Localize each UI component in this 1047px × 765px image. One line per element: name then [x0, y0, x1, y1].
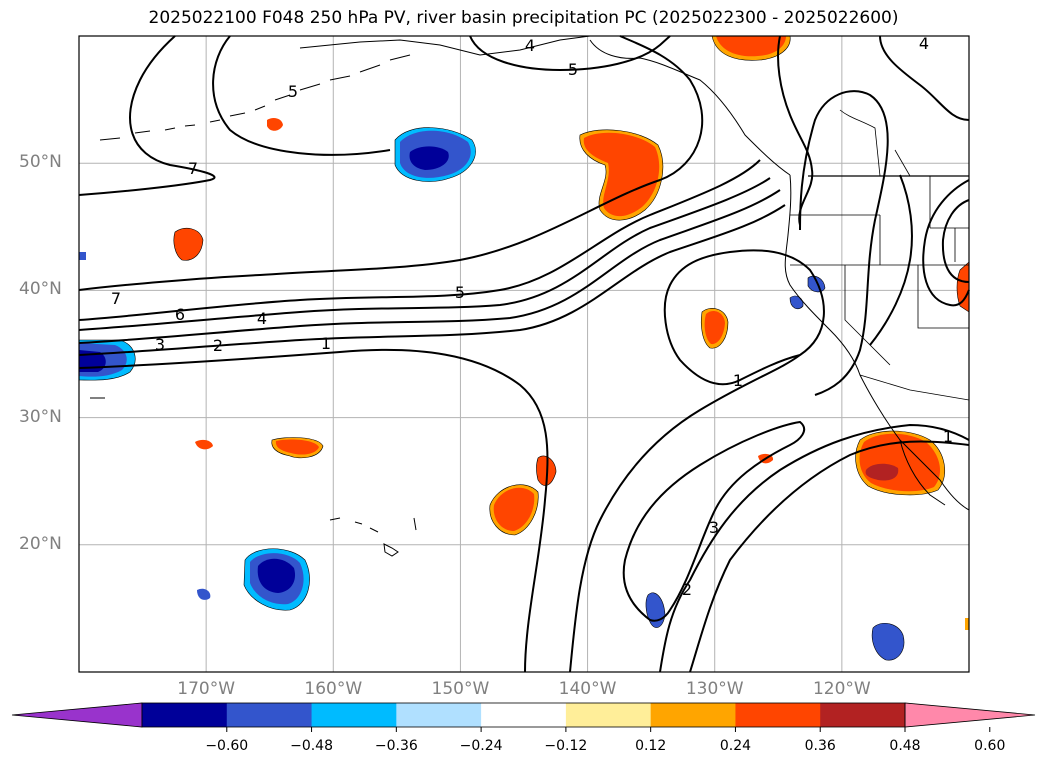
pos-anomaly-east-edge	[956, 261, 970, 313]
contour-label: 4	[257, 309, 267, 328]
colorbar-tick-label: −0.12	[544, 738, 588, 754]
contour-label: 1	[733, 371, 743, 390]
page-title: 2025022100 F048 250 hPa PV, river basin …	[148, 8, 899, 28]
pos-anomaly-west	[173, 227, 204, 261]
lon-tick-label: 160°W	[304, 679, 363, 699]
pv-contours	[78, 35, 970, 673]
colorbar-tick-label: −0.36	[374, 738, 418, 754]
colorbar-segment	[565, 703, 652, 727]
contour-label: 2	[213, 336, 223, 355]
colorbar-extend-high	[904, 702, 1036, 728]
colorbar	[11, 702, 1036, 732]
colorbar-tick-label: 0.36	[804, 738, 836, 754]
contour-label: 5	[288, 82, 298, 101]
colorbar-tick-label: 0.60	[974, 738, 1006, 754]
map-frame	[78, 35, 970, 673]
colorbar-tick-label: 0.24	[719, 738, 752, 754]
coastlines	[90, 35, 970, 557]
lon-tick-label: 120°W	[812, 679, 871, 699]
contour-label: 5	[455, 283, 465, 302]
colorbar-tick-label: 0.12	[635, 738, 667, 754]
colorbar-extend-low	[11, 702, 143, 728]
contour-label: 1	[943, 427, 953, 446]
neg-anomaly-southeast	[871, 622, 905, 661]
colorbar-tick-label: −0.60	[205, 738, 249, 754]
lon-tick-label: 140°W	[558, 679, 617, 699]
colorbar-segment	[311, 703, 397, 727]
lat-tick-label: 40°N	[19, 279, 62, 300]
lon-tick-label: 130°W	[685, 679, 744, 699]
lat-tick-label: 50°N	[19, 152, 62, 173]
colorbar-segment	[226, 703, 313, 727]
contour-label: 5	[568, 60, 578, 79]
contour-label: 2	[682, 580, 692, 599]
contour-label: 1	[321, 334, 331, 353]
contour-label: 7	[188, 159, 198, 178]
contour-labels: 7 6 5 4 3 2 1 5 5 4 4 1 1 3 2 7	[111, 34, 953, 599]
colorbar-segment	[735, 703, 821, 727]
colorbar-segment	[481, 703, 567, 727]
lon-tick-label: 170°W	[177, 679, 236, 699]
contour-label: 3	[155, 335, 165, 354]
colorbar-tick-label: 0.48	[889, 738, 921, 754]
lat-tick-label: 30°N	[19, 406, 62, 427]
colorbar-segment	[396, 703, 482, 727]
colorbar-frame	[141, 702, 906, 728]
contour-label: 7	[111, 289, 121, 308]
colorbar-segment	[650, 703, 736, 727]
contour-label: 4	[919, 34, 929, 53]
contour-label: 6	[175, 305, 185, 324]
contour-label: 4	[525, 36, 535, 55]
lat-tick-label: 20°N	[19, 533, 62, 554]
colorbar-tick-label: −0.24	[459, 738, 503, 754]
contour-label: 3	[709, 518, 719, 537]
colorbar-segment	[820, 703, 906, 727]
colorbar-tick-label: −0.48	[290, 738, 333, 754]
lon-tick-label: 150°W	[431, 679, 490, 699]
colorbar-segment	[142, 703, 228, 727]
map-background	[79, 36, 969, 672]
